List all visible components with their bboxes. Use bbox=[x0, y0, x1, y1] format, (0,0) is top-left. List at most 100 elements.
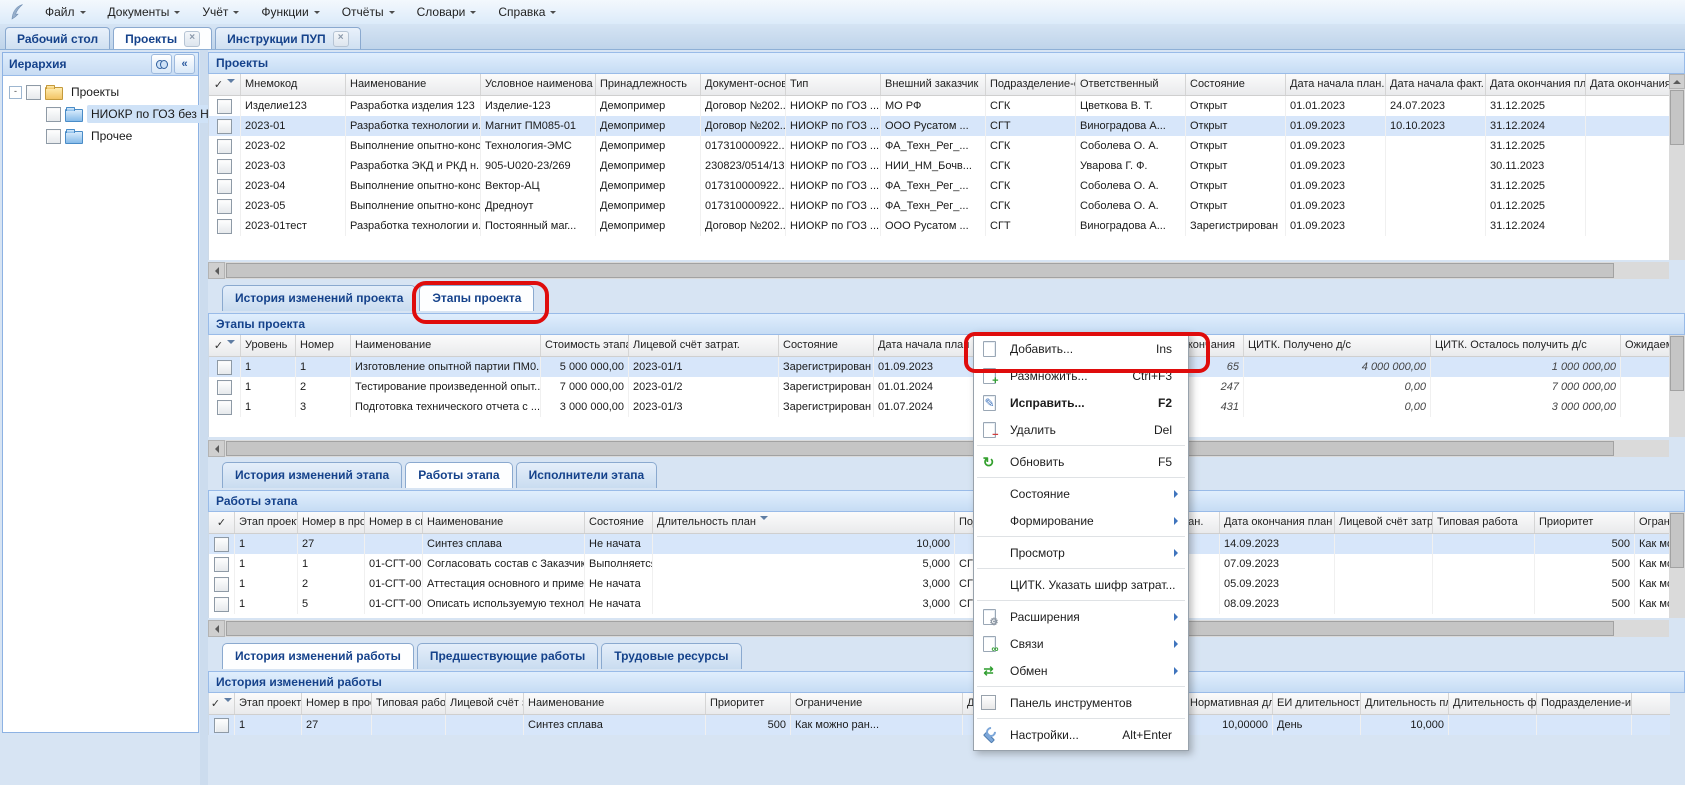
column-header[interactable]: Ответственный bbox=[1076, 74, 1186, 95]
tab-close-icon[interactable]: × bbox=[184, 30, 201, 47]
column-header[interactable]: ✓ bbox=[209, 335, 241, 356]
collapse-sidebar-button[interactable]: « bbox=[174, 54, 195, 74]
context-menu-item-15[interactable]: ∞ Связи bbox=[976, 630, 1186, 657]
row-checkbox[interactable] bbox=[217, 178, 232, 194]
table-row[interactable]: 2023-01 Разработка технологии и... Магнит … bbox=[209, 116, 1670, 136]
column-header[interactable]: Типовая работа bbox=[372, 693, 446, 714]
tree-item-1[interactable]: НИОКР по ГОЗ без НДС bbox=[5, 103, 230, 125]
projects-vertical-scrollbar[interactable] bbox=[1669, 74, 1685, 260]
tree-expander-icon[interactable]: - bbox=[9, 85, 22, 99]
section-tab-history-1[interactable]: Предшествующие работы bbox=[416, 643, 599, 669]
column-header[interactable]: Этап проекта bbox=[235, 512, 298, 533]
row-checkbox[interactable] bbox=[214, 576, 229, 592]
section-tab-stages-1[interactable]: Этапы проекта bbox=[419, 285, 535, 311]
sidebar-splitter[interactable] bbox=[200, 50, 208, 785]
row-checkbox[interactable] bbox=[214, 596, 229, 612]
section-tab-history-2[interactable]: Трудовые ресурсы bbox=[601, 643, 742, 669]
section-tab-works-1[interactable]: Работы этапа bbox=[405, 462, 513, 488]
column-header[interactable]: Лицевой счёт затр bbox=[1335, 512, 1433, 533]
context-menu-item-5[interactable]: ↻ Обновить F5 bbox=[976, 448, 1186, 475]
table-row[interactable]: 1 2 01-СГТ-002 Аттестация основного и приме… bbox=[209, 574, 1670, 594]
column-header[interactable]: Наименование bbox=[351, 335, 541, 356]
scroll-left-button[interactable] bbox=[208, 440, 225, 457]
column-header[interactable]: Типовая работа bbox=[1433, 512, 1535, 533]
column-header[interactable]: Мнемокод bbox=[241, 74, 346, 95]
column-header[interactable]: Номер в смете bbox=[365, 512, 423, 533]
column-header[interactable]: Номер в проекте bbox=[302, 693, 372, 714]
context-menu-item-1[interactable]: + Размножить... Ctrl+F3 bbox=[976, 362, 1186, 389]
column-header[interactable]: Длительность фак bbox=[1449, 693, 1537, 714]
column-header[interactable]: Принадлежность bbox=[596, 74, 701, 95]
row-checkbox[interactable] bbox=[217, 138, 232, 154]
tree-item-0[interactable]: - Проекты bbox=[5, 81, 196, 103]
row-checkbox[interactable] bbox=[217, 198, 232, 214]
search-button[interactable] bbox=[151, 54, 172, 74]
table-row[interactable]: 1 1 01-СГТ-001 Согласовать состав с Заказчи… bbox=[209, 554, 1670, 574]
context-menu-item-18[interactable]: Панель инструментов bbox=[976, 689, 1186, 716]
main-tab-0[interactable]: Рабочий стол bbox=[5, 27, 111, 49]
column-header[interactable]: Состояние bbox=[1186, 74, 1286, 95]
column-header[interactable]: Длительность пла bbox=[1361, 693, 1449, 714]
column-header[interactable]: Номер bbox=[296, 335, 351, 356]
scrollbar-thumb[interactable] bbox=[1670, 336, 1684, 391]
column-header[interactable]: Дата начала план bbox=[874, 335, 977, 356]
menubar-item-1[interactable]: Документы bbox=[97, 2, 192, 22]
context-menu-item-0[interactable]: Добавить... Ins bbox=[976, 335, 1186, 362]
column-header[interactable]: Дата начала факт. bbox=[1386, 74, 1486, 95]
column-header[interactable]: Длительность план bbox=[653, 512, 955, 533]
scrollbar-thumb[interactable] bbox=[226, 621, 1614, 636]
table-row[interactable]: 1 1 Изготовление опытной партии ПМ0... 5 00… bbox=[209, 357, 1670, 377]
row-checkbox[interactable] bbox=[217, 379, 232, 395]
scrollbar-thumb[interactable] bbox=[1670, 90, 1684, 145]
context-menu-item-8[interactable]: Формирование bbox=[976, 507, 1186, 534]
scrollbar-thumb[interactable] bbox=[226, 441, 1614, 456]
table-row[interactable]: 2023-03 Разработка ЭКД и РКД н... 905-U020… bbox=[209, 156, 1670, 176]
table-row[interactable]: Изделие123 Разработка изделия 123 Изделие-… bbox=[209, 96, 1670, 116]
scrollbar-thumb[interactable] bbox=[226, 263, 1614, 278]
scroll-left-button[interactable] bbox=[208, 262, 225, 279]
row-checkbox[interactable] bbox=[217, 98, 232, 114]
column-header[interactable]: Стоимость этапа bbox=[541, 335, 629, 356]
column-header[interactable]: Уровень bbox=[241, 335, 296, 356]
context-menu-item-7[interactable]: Состояние bbox=[976, 480, 1186, 507]
column-header[interactable]: ✓ bbox=[209, 693, 235, 714]
column-header[interactable]: Состояние bbox=[585, 512, 653, 533]
column-header[interactable]: Состояние bbox=[779, 335, 874, 356]
projects-horizontal-scrollbar[interactable] bbox=[208, 262, 1669, 279]
column-header[interactable]: Наименование bbox=[423, 512, 585, 533]
row-checkbox[interactable] bbox=[217, 399, 232, 415]
table-row[interactable]: 2023-04 Выполнение опытно-конс... Вектор-А… bbox=[209, 176, 1670, 196]
row-checkbox[interactable] bbox=[214, 717, 229, 733]
column-header[interactable]: Внешний заказчик bbox=[881, 74, 986, 95]
table-row[interactable]: 1 27 Синтез сплава Не начата 10,000 14.09.202… bbox=[209, 534, 1670, 554]
section-tab-stages-0[interactable]: История изменений проекта bbox=[222, 285, 417, 311]
column-header[interactable]: ✓ bbox=[209, 512, 235, 533]
menubar-item-0[interactable]: Файл bbox=[34, 2, 97, 22]
column-header[interactable]: Условное наименова bbox=[481, 74, 596, 95]
column-header[interactable]: Наименование bbox=[346, 74, 481, 95]
menubar-item-2[interactable]: Учёт bbox=[191, 2, 250, 22]
column-header[interactable]: Дата окончания план bbox=[1220, 512, 1335, 533]
context-menu-item-16[interactable]: ⇄ Обмен bbox=[976, 657, 1186, 684]
scroll-up-button[interactable] bbox=[1669, 74, 1685, 89]
column-header[interactable]: Приоритет bbox=[1535, 512, 1635, 533]
works-horizontal-scrollbar[interactable] bbox=[208, 620, 1669, 637]
section-tab-history-0[interactable]: История изменений работы bbox=[222, 643, 414, 669]
column-header[interactable]: Дата окончания пл bbox=[1486, 74, 1586, 95]
column-header[interactable]: Дата окончания ф bbox=[1586, 74, 1670, 95]
context-menu-item-12[interactable]: ЦИТК. Указать шифр затрат... bbox=[976, 571, 1186, 598]
context-menu-item-3[interactable]: − Удалить Del bbox=[976, 416, 1186, 443]
menubar-item-4[interactable]: Отчёты bbox=[331, 2, 406, 22]
table-row[interactable]: 2023-01тест Разработка технологии и... Пос… bbox=[209, 216, 1670, 236]
table-row[interactable]: 1 27 Синтез сплава 500 Как можно ран... 10,00… bbox=[209, 715, 1670, 735]
column-header[interactable]: Ограничение bbox=[1635, 512, 1670, 533]
tree-item-2[interactable]: Прочее bbox=[5, 125, 196, 147]
menubar-item-3[interactable]: Функции bbox=[250, 2, 330, 22]
main-tab-1[interactable]: Проекты × bbox=[113, 27, 213, 49]
tree-checkbox[interactable] bbox=[46, 106, 61, 122]
column-header[interactable]: Ограничение bbox=[791, 693, 963, 714]
column-header[interactable]: Подразделение-ис bbox=[1537, 693, 1632, 714]
column-header[interactable]: Лицевой счёт затр bbox=[446, 693, 524, 714]
row-checkbox[interactable] bbox=[214, 556, 229, 572]
